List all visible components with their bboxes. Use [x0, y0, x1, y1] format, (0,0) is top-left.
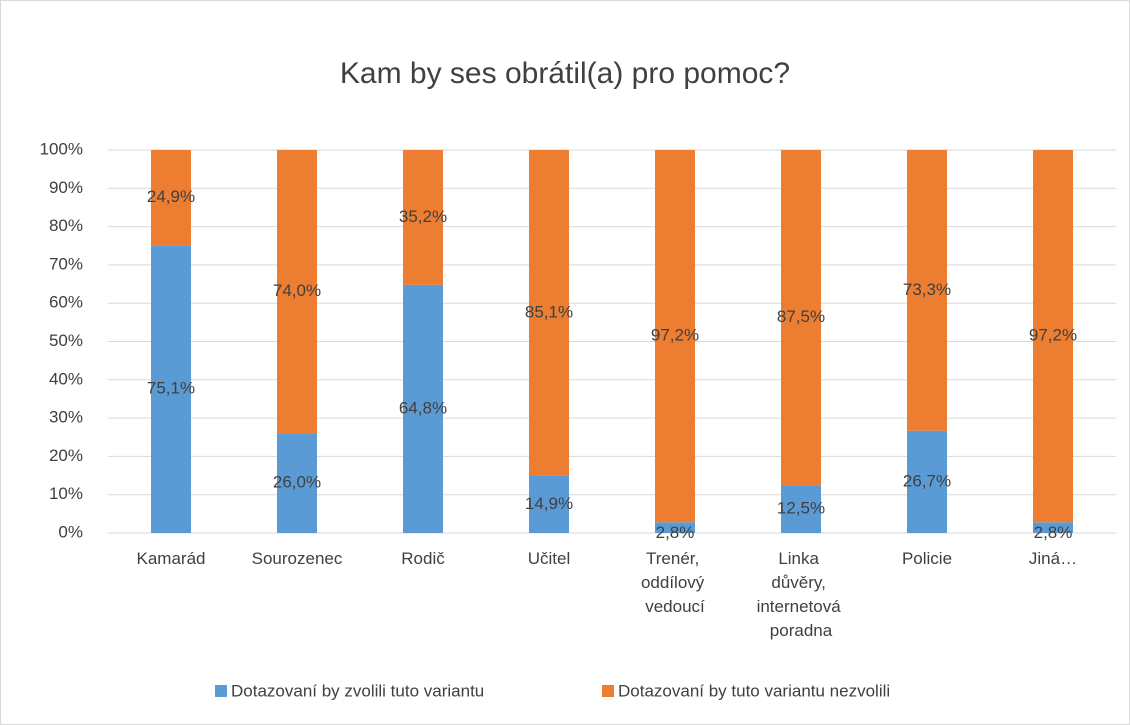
x-tick-label: Jiná… [1029, 549, 1077, 568]
bar-segment [529, 150, 569, 476]
x-tick-label: Učitel [528, 549, 571, 568]
data-label: 87,5% [777, 307, 825, 326]
x-tick-label: Linka důvěry, internetová poradna [757, 549, 846, 640]
y-tick-label: 30% [49, 408, 83, 427]
y-tick-label: 90% [49, 178, 83, 197]
data-label: 2,8% [1034, 523, 1073, 542]
data-label: 2,8% [656, 523, 695, 542]
data-label: 75,1% [147, 379, 195, 398]
bar-segment [151, 150, 191, 246]
bar-segment [403, 284, 443, 533]
data-label: 35,2% [399, 207, 447, 226]
legend-label: Dotazovaní by tuto variantu nezvolili [618, 681, 890, 700]
data-label: 97,2% [1029, 326, 1077, 345]
x-tick-label: Rodič [401, 549, 445, 568]
bar-segment [151, 245, 191, 533]
legend-swatch [215, 685, 227, 697]
bar-segment [277, 433, 317, 533]
bar-segment [655, 150, 695, 523]
x-tick-label: Kamarád [137, 549, 206, 568]
data-label: 26,7% [903, 471, 951, 490]
y-tick-label: 40% [49, 369, 83, 388]
y-tick-label: 100% [40, 139, 83, 158]
x-tick-label: Policie [902, 549, 952, 568]
bar-segment [403, 150, 443, 285]
y-tick-label: 20% [49, 446, 83, 465]
bar-segment [655, 522, 695, 533]
x-tick-label: Trenér, oddílový vedoucí [641, 549, 709, 616]
y-tick-label: 50% [49, 331, 83, 350]
y-tick-label: 0% [58, 522, 83, 541]
bar-segment [277, 150, 317, 434]
data-label: 24,9% [147, 187, 195, 206]
data-label: 12,5% [777, 499, 825, 518]
data-label: 26,0% [273, 473, 321, 492]
data-label: 64,8% [399, 398, 447, 417]
y-tick-label: 80% [49, 216, 83, 235]
legend-swatch [602, 685, 614, 697]
bar-segment [781, 150, 821, 486]
data-label: 14,9% [525, 494, 573, 513]
y-tick-label: 60% [49, 293, 83, 312]
x-tick-label: Sourozenec [252, 549, 343, 568]
data-label: 73,3% [903, 280, 951, 299]
y-tick-label: 10% [49, 484, 83, 503]
bar-segment [1033, 150, 1073, 523]
bar-segment [1033, 522, 1073, 533]
data-label: 85,1% [525, 302, 573, 321]
chart-title: Kam by ses obrátil(a) pro pomoc? [340, 57, 790, 90]
legend-label: Dotazovaní by zvolili tuto variantu [231, 681, 484, 700]
bar-segment [529, 475, 569, 533]
y-tick-label: 70% [49, 254, 83, 273]
bar-segment [907, 150, 947, 431]
bar-segment [907, 430, 947, 533]
bar-segment [781, 485, 821, 533]
data-label: 97,2% [651, 326, 699, 345]
data-label: 74,0% [273, 281, 321, 300]
